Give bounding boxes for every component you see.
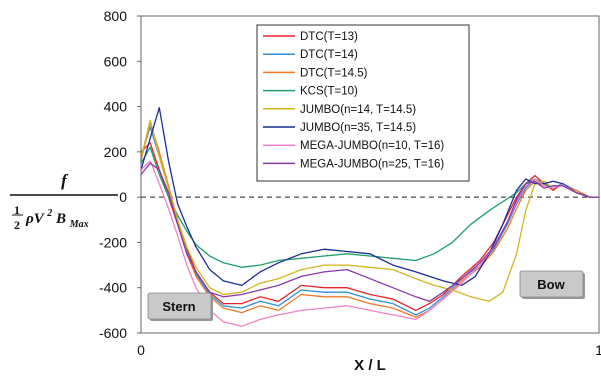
y-label-half: 1 2	[14, 202, 24, 233]
y-tick-label: -400	[99, 280, 127, 296]
y-tick-label: -200	[99, 234, 127, 250]
y-axis-label: f 1 2 ρV 2 B Max	[10, 171, 118, 233]
y-label-sup: 2	[46, 208, 52, 219]
legend-label: JUMBO(n=14, T=14.5)	[300, 104, 416, 116]
series-line-5	[140, 119, 600, 302]
plot-area-frame	[140, 15, 600, 334]
y-tick-label: 600	[104, 53, 128, 69]
y-tick-label: 800	[104, 8, 128, 24]
y-tick-label: -600	[99, 325, 127, 341]
legend-label: DTC(T=14)	[300, 49, 358, 61]
legend-label: DTC(T=14.5)	[300, 67, 368, 79]
stern-badge: Stern	[147, 292, 213, 321]
bow-label: Bow	[537, 277, 565, 292]
legend-label: KCS(T=10)	[300, 86, 358, 98]
legend-box	[256, 24, 470, 182]
y-tick-label: 200	[104, 144, 128, 160]
y-label-sub: Max	[69, 219, 89, 230]
x-tick-label: 0	[137, 342, 145, 358]
series-line-7	[140, 160, 600, 327]
y-tick-label: 400	[104, 99, 128, 115]
y-label-rho-v: ρV	[25, 211, 46, 227]
x-axis-label: X / L	[354, 357, 386, 374]
legend-label: MEGA-JUMBO(n=10, T=16)	[300, 140, 444, 152]
stern-label: Stern	[162, 299, 195, 314]
y-label-numerator: f	[61, 171, 69, 190]
y-label-denominator: 1 2 ρV 2 B Max	[14, 202, 89, 233]
x-tick-label: 1	[595, 342, 601, 358]
legend: DTC(T=13) DTC(T=14) DTC(T=14.5) KCS(T=10) JU…	[256, 24, 470, 182]
series-line-4	[140, 146, 600, 268]
legend-label: MEGA-JUMBO(n=25, T=16)	[300, 158, 444, 170]
y-tick-label: 0	[119, 189, 127, 205]
y-label-b: B	[55, 211, 66, 227]
legend-label: DTC(T=13)	[300, 31, 358, 43]
series-line-1	[140, 142, 600, 312]
legend-label: JUMBO(n=35, T=14.5)	[300, 122, 416, 134]
bow-badge: Bow	[519, 270, 585, 299]
series-line-8	[140, 162, 600, 302]
